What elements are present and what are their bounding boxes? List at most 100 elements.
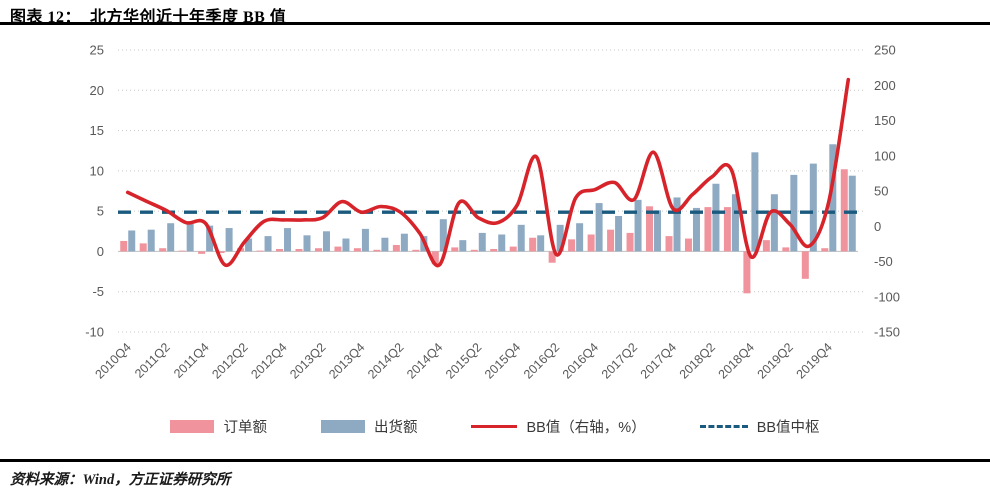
order-bar[interactable] [412, 249, 420, 252]
shipment-bar[interactable] [147, 229, 155, 252]
legend-item-bb-center[interactable]: BB值中枢 [699, 416, 820, 437]
legend-item-bb-line[interactable]: BB值（右轴，%） [471, 416, 646, 437]
order-bar[interactable] [801, 251, 809, 279]
x-axis-tick-label: 2016Q4 [560, 340, 601, 381]
order-bar[interactable] [665, 236, 673, 252]
legend-item-shipment[interactable]: 出货额 [320, 416, 417, 437]
shipment-bar[interactable] [381, 237, 389, 252]
order-bar[interactable] [256, 250, 264, 252]
right-axis-tick-label: 150 [874, 113, 896, 128]
order-bar[interactable] [568, 239, 576, 252]
right-axis-tick-label: -150 [874, 325, 900, 340]
order-bar[interactable] [723, 207, 731, 252]
order-bar[interactable] [743, 251, 751, 294]
shipment-bar[interactable] [225, 228, 233, 252]
x-axis-tick-label: 2012Q2 [209, 340, 250, 381]
shipment-bar[interactable] [361, 228, 369, 252]
shipment-bar[interactable] [206, 225, 214, 252]
shipment-bar[interactable] [634, 199, 642, 252]
order-bar[interactable] [587, 234, 595, 252]
order-bar[interactable] [762, 240, 770, 252]
right-axis-tick-label: 200 [874, 78, 896, 93]
shipment-bar[interactable] [342, 238, 350, 252]
x-axis-tick-label: 2010Q4 [93, 340, 134, 381]
shipment-bar[interactable] [498, 234, 506, 252]
shipment-bar[interactable] [264, 236, 272, 252]
source-note: 资料来源：Wind，方正证券研究所 [10, 472, 231, 488]
shipment-bar[interactable] [673, 197, 681, 252]
order-bar[interactable] [373, 249, 381, 252]
order-bar[interactable] [529, 237, 537, 252]
order-bar[interactable] [353, 248, 361, 252]
left-axis-tick-label: 25 [90, 43, 104, 58]
x-axis-tick-label: 2012Q4 [248, 340, 289, 381]
shipment-bar[interactable] [770, 194, 778, 252]
order-bar[interactable] [782, 247, 790, 252]
order-bar[interactable] [646, 206, 654, 252]
order-bar[interactable] [276, 249, 284, 252]
order-bar[interactable] [607, 229, 615, 252]
x-axis-tick-label: 2015Q4 [482, 340, 523, 381]
order-bar[interactable] [431, 251, 439, 265]
order-bar[interactable] [139, 243, 147, 252]
shipment-bar[interactable] [459, 240, 467, 252]
right-axis-tick-label: -50 [874, 254, 893, 269]
shipment-bar[interactable] [809, 163, 817, 252]
order-bar[interactable] [295, 249, 303, 252]
order-bar[interactable] [470, 249, 478, 252]
shipment-bar[interactable] [576, 223, 584, 252]
order-bar-swatch [170, 420, 215, 433]
bb-chart: 25 20 15 10 5 0 -5 -10 250 200 150 100 50 0 -50 -100 -15… [0, 26, 990, 411]
shipment-bar[interactable] [128, 230, 136, 252]
shipment-bar[interactable] [692, 207, 700, 252]
order-bar[interactable] [159, 248, 167, 252]
shipment-bar[interactable] [400, 233, 408, 252]
shipment-bar[interactable] [595, 203, 603, 252]
shipment-bar[interactable] [790, 174, 798, 252]
order-bar[interactable] [509, 246, 517, 252]
x-axis-tick-label: 2017Q2 [599, 340, 640, 381]
legend-label: BB值（右轴，%） [526, 420, 646, 436]
x-axis-tick-label: 2013Q2 [287, 340, 328, 381]
shipment-bar[interactable] [186, 224, 194, 252]
shipment-bar[interactable] [654, 210, 662, 252]
order-bar[interactable] [684, 238, 692, 252]
order-bar[interactable] [821, 248, 829, 252]
shipment-bar[interactable] [731, 194, 739, 252]
x-axis-tick-label: 2011Q2 [132, 340, 173, 381]
shipment-bar[interactable] [615, 215, 623, 252]
order-bar[interactable] [548, 251, 556, 263]
shipment-bar[interactable] [537, 235, 545, 252]
order-bar[interactable] [451, 247, 459, 252]
legend-label: 订单额 [223, 420, 267, 436]
shipment-bar[interactable] [517, 224, 525, 252]
shipment-bar[interactable] [322, 231, 330, 252]
shipment-bar[interactable] [751, 152, 759, 252]
order-bar[interactable] [314, 248, 322, 252]
order-bar[interactable] [626, 232, 634, 252]
order-bar[interactable] [120, 240, 128, 252]
order-bar[interactable] [490, 249, 498, 252]
shipment-bar[interactable] [556, 224, 564, 252]
x-axis-tick-label: 2014Q2 [365, 340, 406, 381]
order-bar[interactable] [334, 246, 342, 252]
shipment-bar[interactable] [245, 238, 253, 252]
shipment-bar[interactable] [167, 223, 175, 252]
shipment-bar[interactable] [439, 219, 447, 252]
order-bar[interactable] [198, 251, 206, 254]
order-bar[interactable] [704, 207, 712, 252]
order-bar[interactable] [392, 244, 400, 252]
shipment-bar[interactable] [284, 228, 292, 252]
shipment-bar[interactable] [478, 232, 486, 252]
shipment-bar[interactable] [829, 144, 837, 252]
legend-item-order[interactable]: 订单额 [170, 416, 267, 437]
order-bar[interactable] [178, 250, 186, 252]
bb-line[interactable] [125, 77, 851, 268]
x-axis-tick-label: 2013Q4 [326, 340, 367, 381]
x-axis-tick-label: 2016Q2 [521, 340, 562, 381]
order-bar[interactable] [840, 169, 848, 252]
order-bar[interactable] [217, 251, 225, 254]
shipment-bar[interactable] [712, 183, 720, 252]
shipment-bar[interactable] [303, 235, 311, 252]
legend-label: BB值中枢 [756, 420, 820, 436]
